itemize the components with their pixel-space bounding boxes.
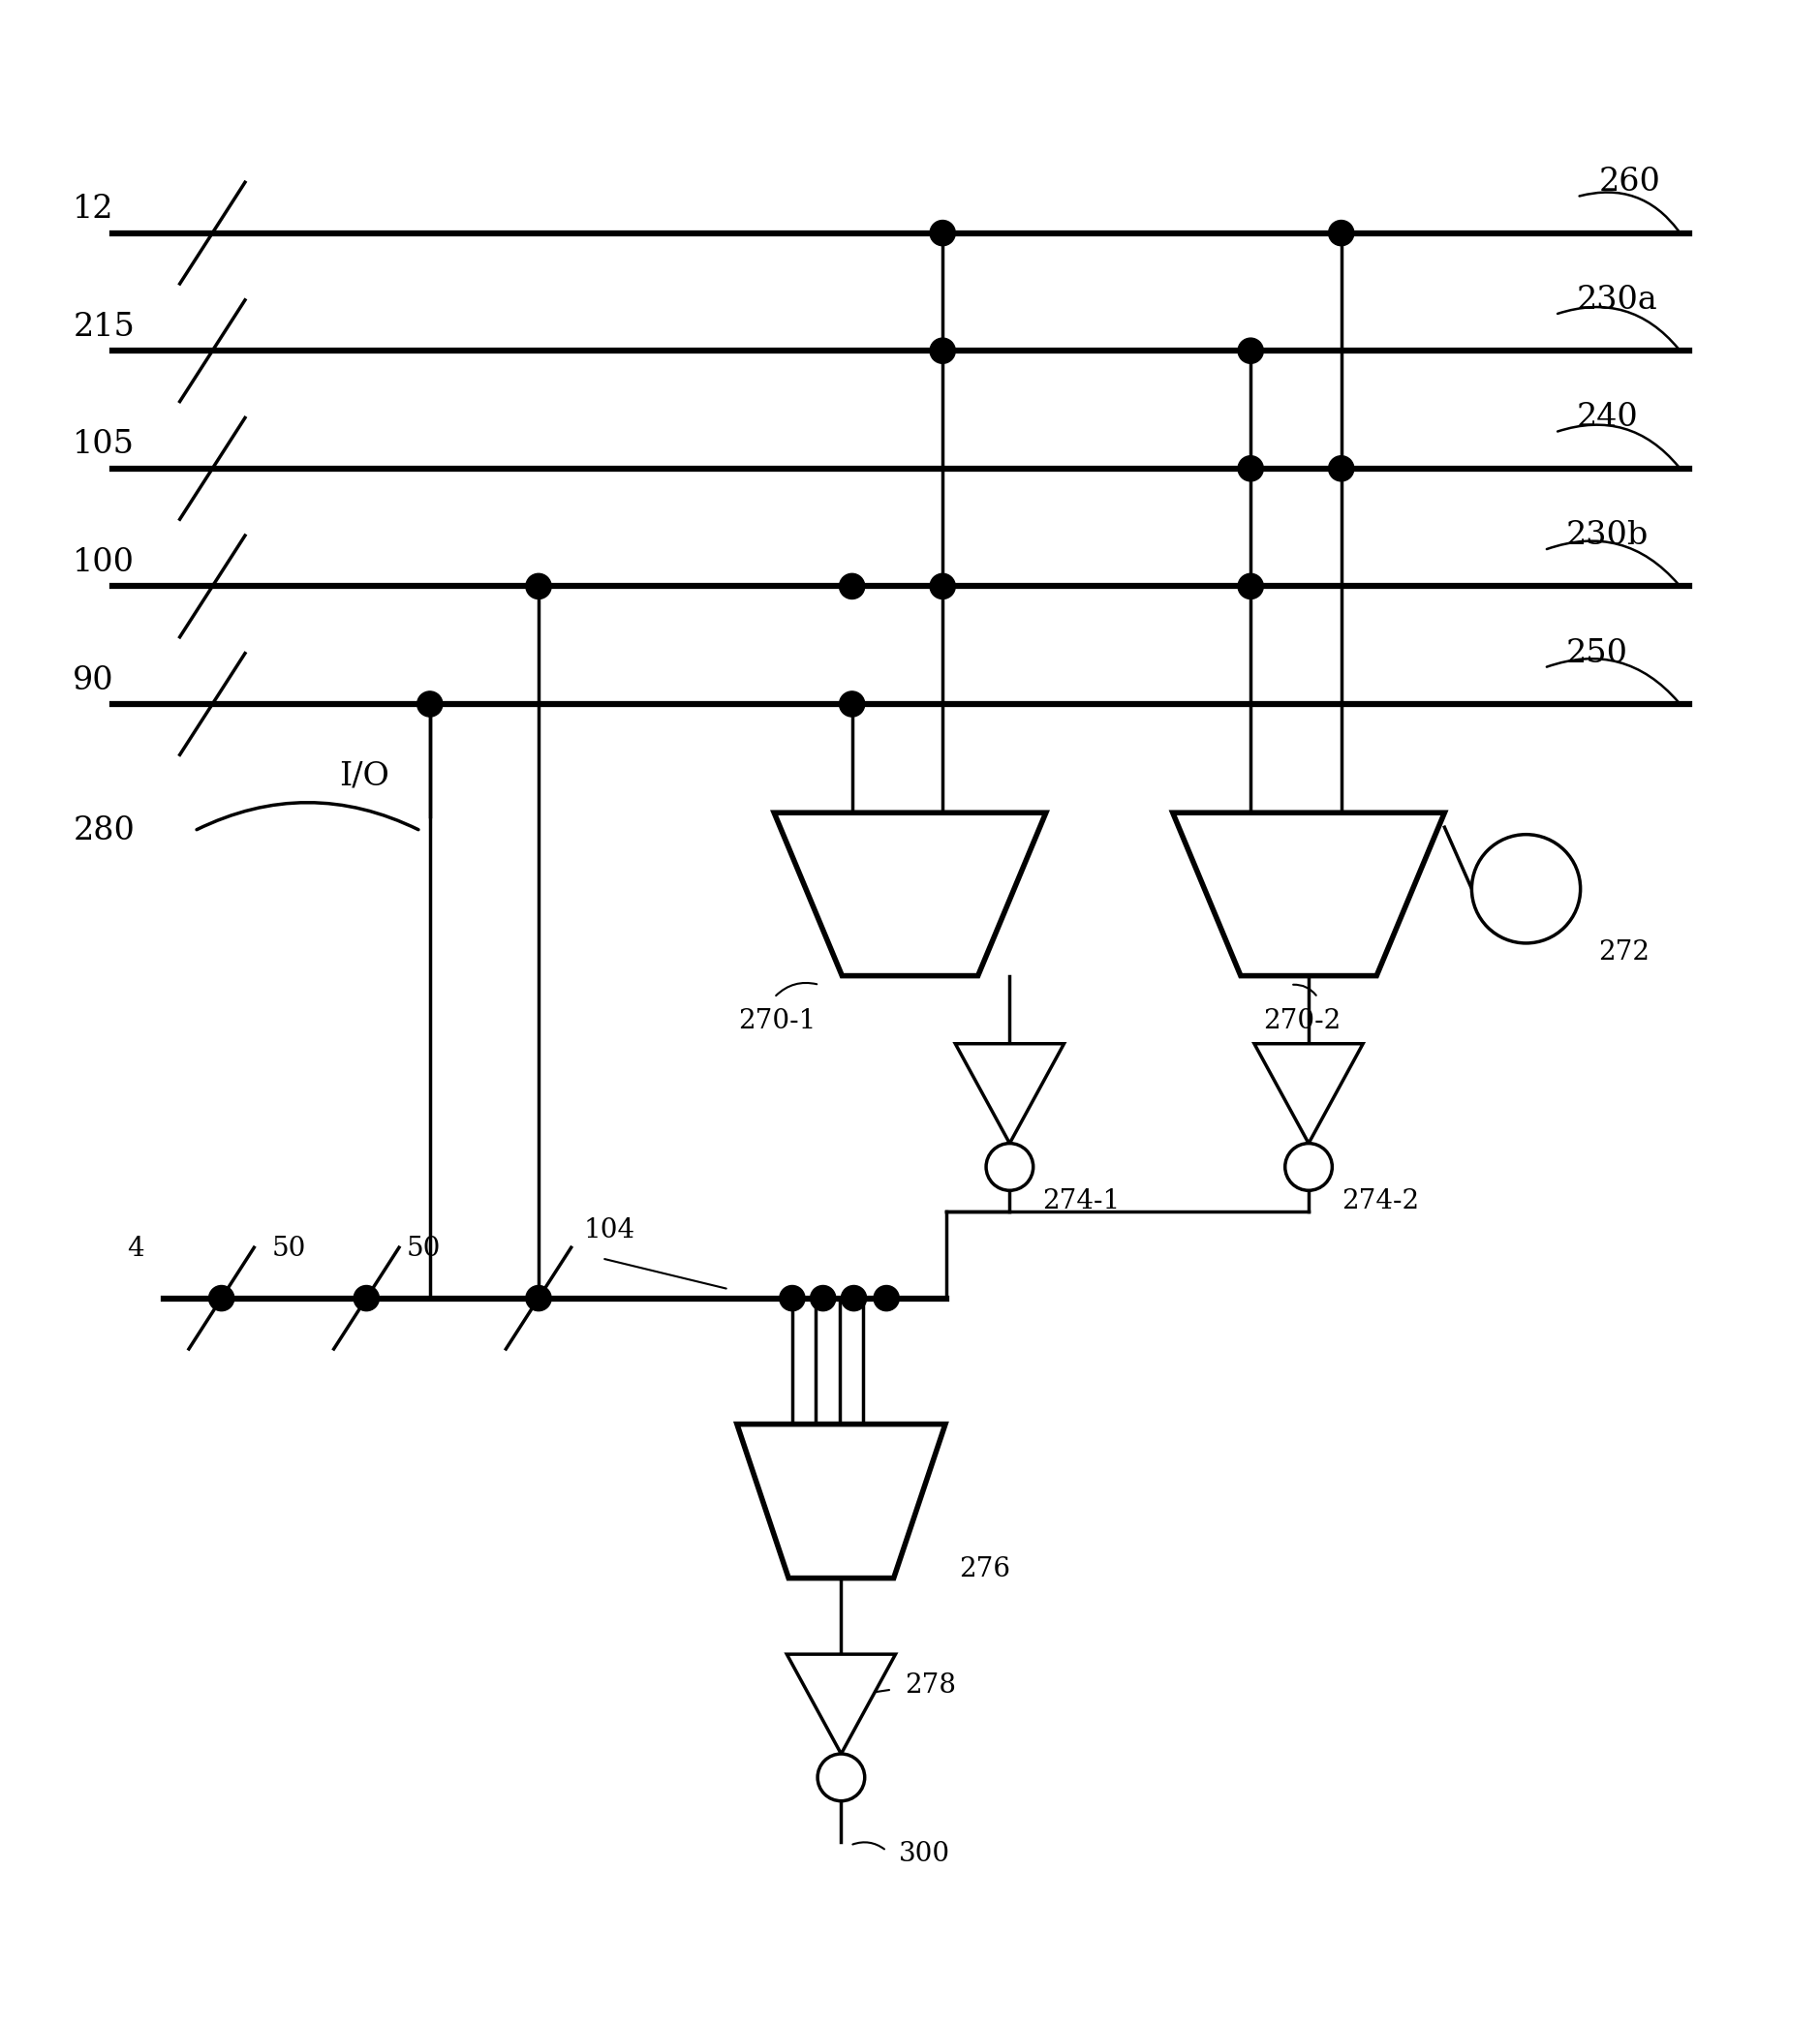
Text: 280: 280 — [73, 816, 135, 846]
Text: 274-2: 274-2 — [1341, 1188, 1420, 1214]
Circle shape — [1238, 338, 1263, 364]
Polygon shape — [773, 814, 1046, 976]
Text: R: R — [1516, 876, 1536, 903]
Text: 90: 90 — [73, 666, 115, 696]
Circle shape — [526, 1285, 551, 1312]
Circle shape — [839, 573, 864, 599]
Polygon shape — [956, 1044, 1065, 1144]
Polygon shape — [1254, 1044, 1363, 1144]
Circle shape — [817, 1755, 864, 1801]
Text: 230a: 230a — [1576, 285, 1658, 316]
Text: 274-1: 274-1 — [1043, 1188, 1119, 1214]
Circle shape — [839, 692, 864, 716]
Circle shape — [930, 338, 956, 364]
Circle shape — [353, 1285, 379, 1312]
Text: 278: 278 — [905, 1674, 956, 1698]
Text: I/O: I/O — [339, 761, 389, 791]
Circle shape — [1238, 573, 1263, 599]
Circle shape — [986, 1144, 1034, 1190]
Polygon shape — [786, 1654, 895, 1755]
Circle shape — [930, 573, 956, 599]
Circle shape — [1329, 221, 1354, 245]
Text: 270-2: 270-2 — [1263, 1008, 1341, 1034]
Text: 300: 300 — [899, 1842, 950, 1868]
Circle shape — [930, 221, 956, 245]
Circle shape — [874, 1285, 899, 1312]
Text: 230b: 230b — [1565, 520, 1649, 551]
Circle shape — [1285, 1144, 1332, 1190]
Text: 240: 240 — [1576, 403, 1638, 433]
Text: 270-1: 270-1 — [737, 1008, 815, 1034]
Circle shape — [209, 1285, 235, 1312]
Text: 4: 4 — [127, 1237, 144, 1263]
Text: 250: 250 — [1565, 638, 1627, 668]
Text: 12: 12 — [73, 194, 115, 225]
Text: 276: 276 — [959, 1556, 1010, 1583]
Polygon shape — [737, 1425, 945, 1579]
Circle shape — [779, 1285, 804, 1312]
Circle shape — [417, 692, 442, 716]
Text: 104: 104 — [584, 1218, 635, 1245]
Text: 50: 50 — [273, 1237, 306, 1263]
Text: 260: 260 — [1598, 166, 1660, 198]
Text: 105: 105 — [73, 429, 135, 461]
Polygon shape — [1172, 814, 1445, 976]
Text: 100: 100 — [73, 546, 135, 579]
Circle shape — [1238, 455, 1263, 482]
Text: 272: 272 — [1598, 939, 1651, 965]
Circle shape — [810, 1285, 835, 1312]
Circle shape — [1472, 834, 1580, 943]
Text: 215: 215 — [73, 312, 135, 342]
Text: 50: 50 — [406, 1237, 440, 1263]
Circle shape — [1329, 455, 1354, 482]
Circle shape — [526, 573, 551, 599]
Circle shape — [841, 1285, 866, 1312]
